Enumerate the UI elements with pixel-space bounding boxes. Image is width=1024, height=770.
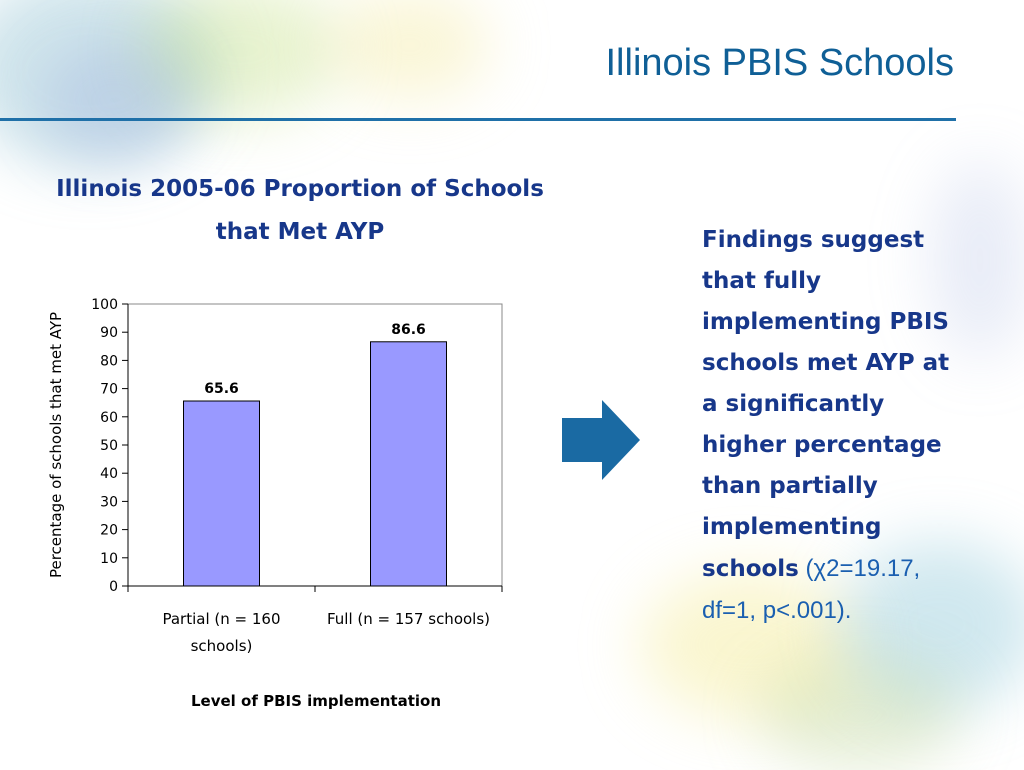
data-label: 86.6 — [391, 322, 426, 338]
y-tick-label: 100 — [91, 297, 118, 313]
bar — [183, 400, 260, 587]
y-tick-label: 20 — [100, 523, 118, 539]
slide-title: Illinois PBIS Schools — [605, 42, 955, 84]
x-tick-label: schools) — [191, 637, 253, 655]
bar — [370, 341, 447, 587]
chart-title: Illinois 2005-06 Proportion of Schools t… — [30, 168, 570, 254]
y-tick-label: 10 — [100, 551, 118, 567]
findings-text: Findings suggest that fully implementing… — [702, 220, 962, 632]
right-arrow-icon — [562, 400, 640, 480]
y-tick-label: 0 — [109, 579, 118, 595]
x-tick-label: Partial (n = 160 — [162, 610, 280, 628]
y-tick-label: 30 — [100, 494, 118, 510]
x-axis-title: Level of PBIS implementation — [190, 692, 442, 710]
y-tick-label: 60 — [100, 410, 118, 426]
y-tick-label: 50 — [100, 438, 118, 454]
y-tick-label: 80 — [100, 353, 118, 369]
data-label: 65.6 — [204, 381, 239, 397]
chart-title-line-2: that Met AYP — [215, 219, 385, 245]
title-divider — [0, 118, 956, 121]
chart-title-line-1: Illinois 2005-06 Proportion of Schools — [56, 176, 544, 202]
y-tick-label: 40 — [100, 466, 118, 482]
y-tick-label: 70 — [100, 382, 118, 398]
findings-statistics: (χ2=19.17, df=1, p<.001). — [702, 555, 921, 624]
y-tick-label: 90 — [100, 325, 118, 341]
x-tick-label: Full (n = 157 schools) — [327, 610, 490, 628]
findings-lead: Findings suggest that fully implementing… — [702, 227, 950, 582]
